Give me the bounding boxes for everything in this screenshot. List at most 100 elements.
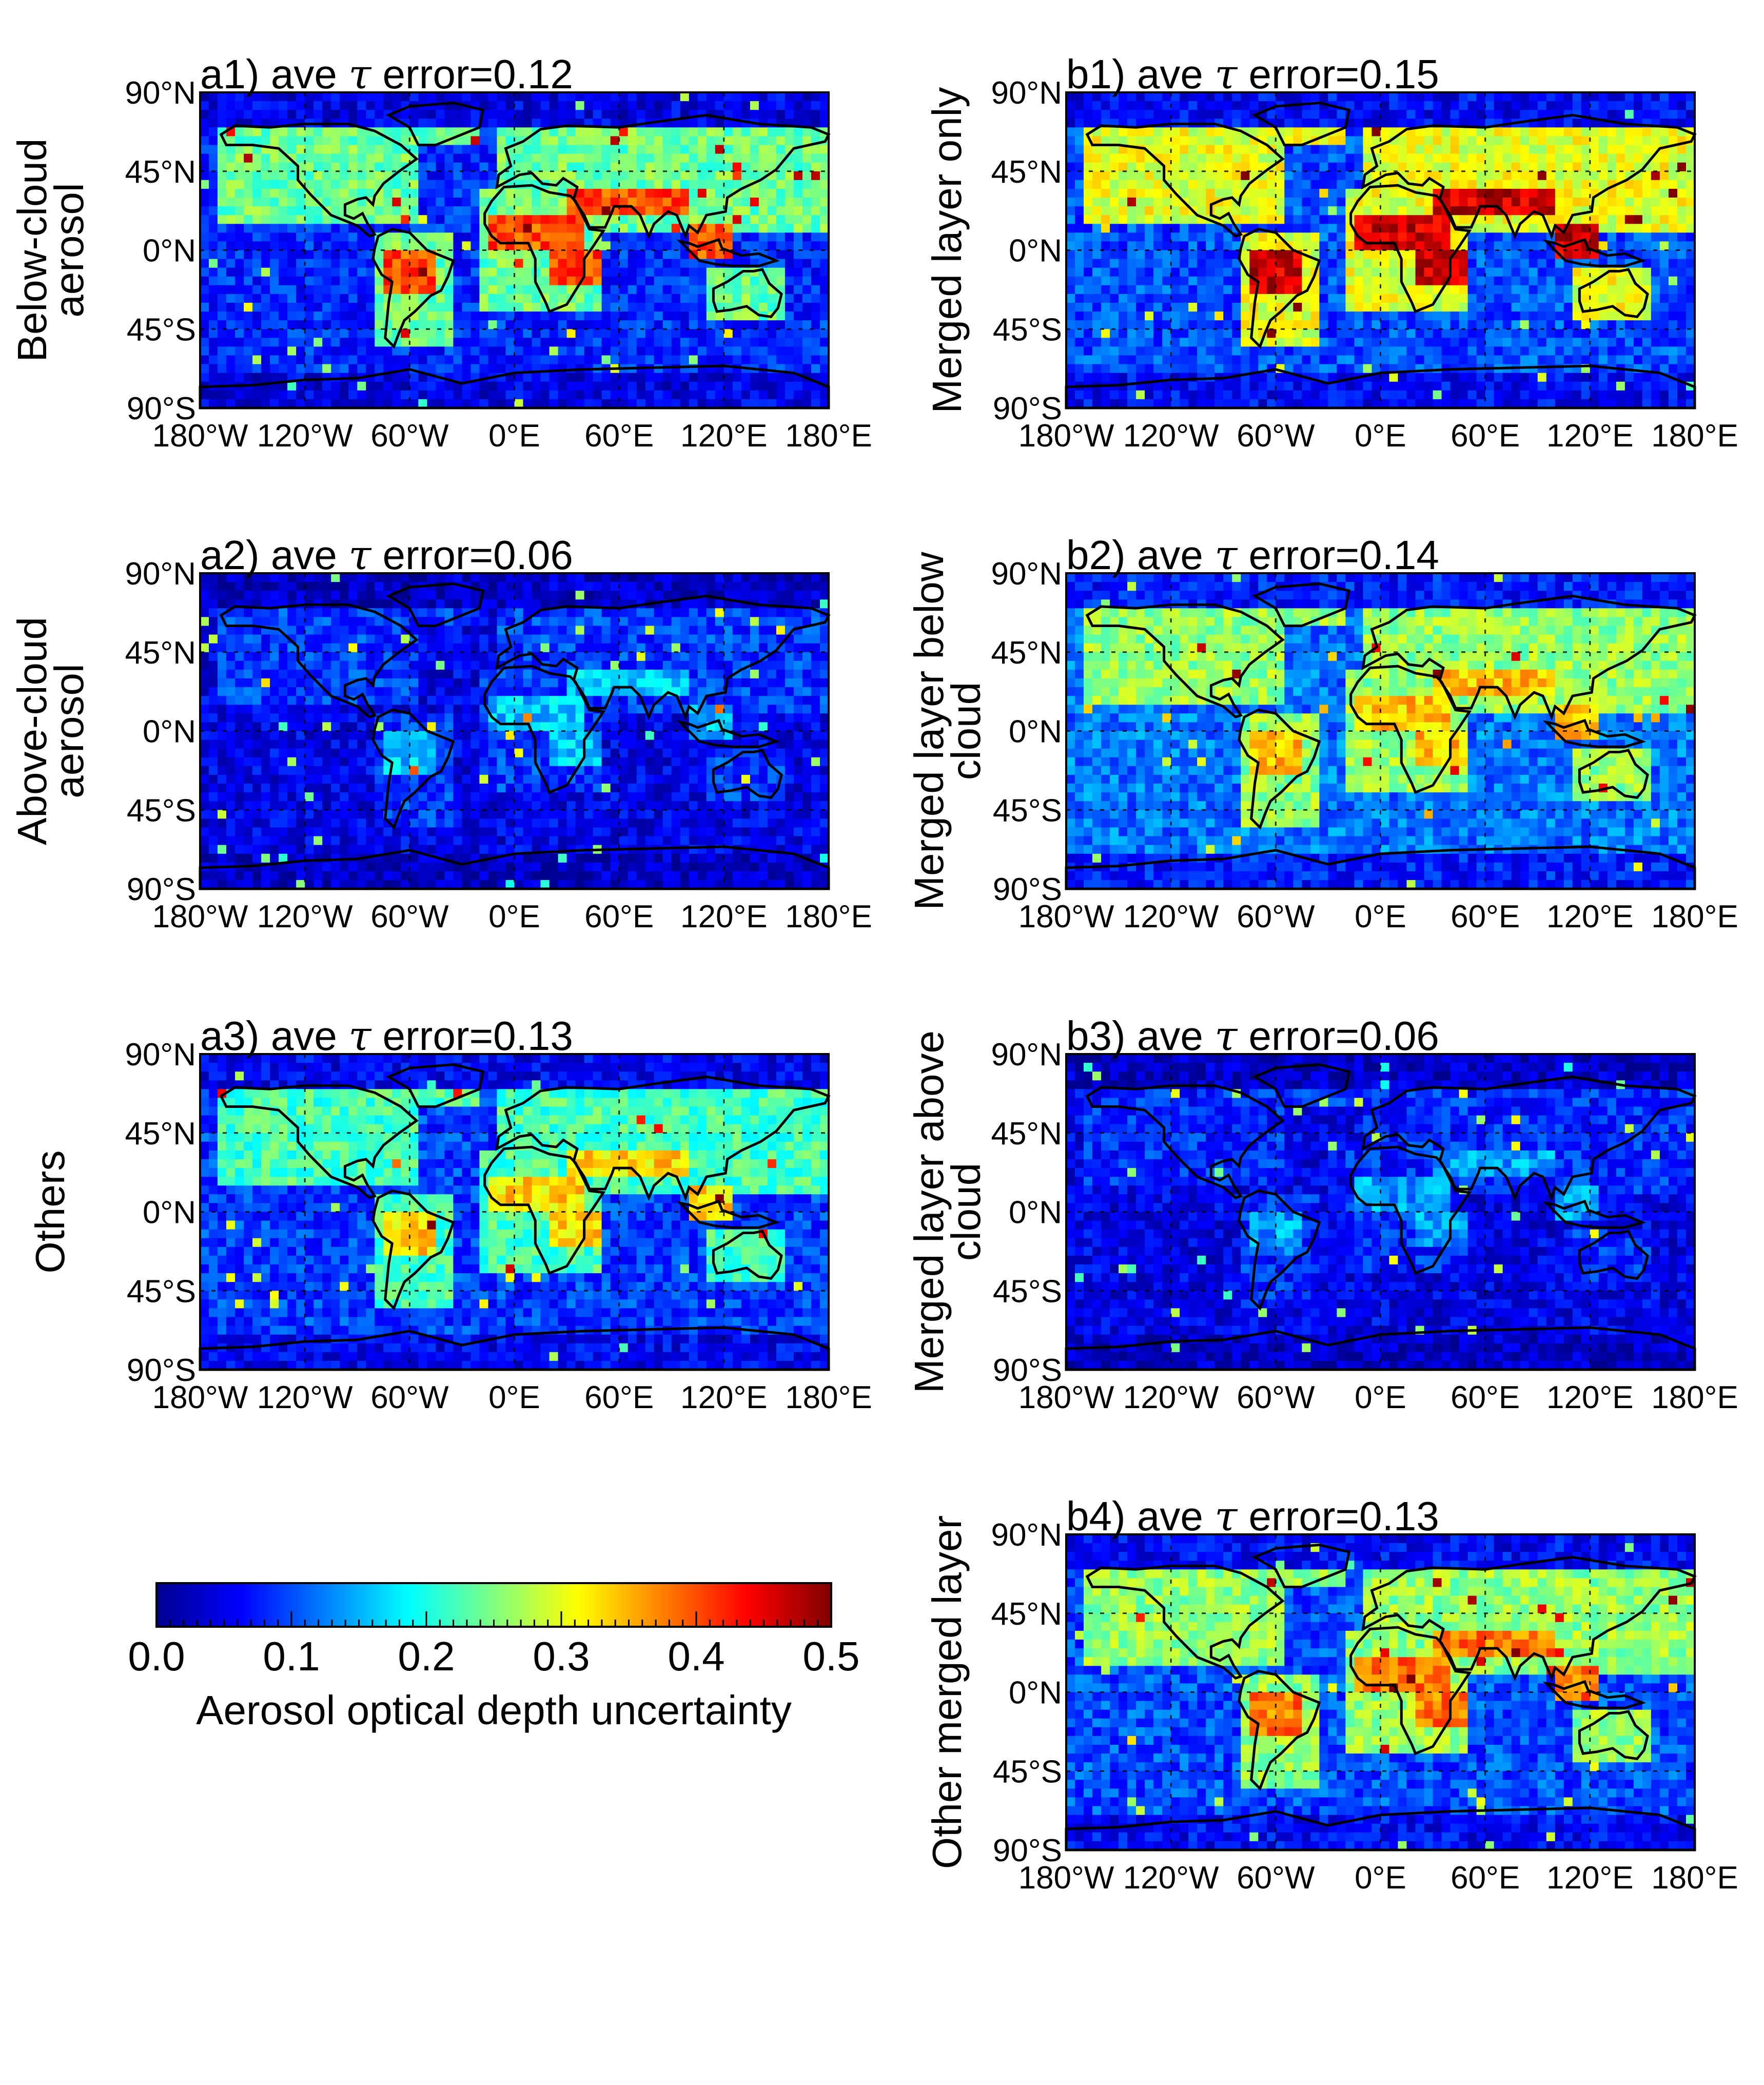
heatmap-cell (662, 294, 672, 303)
heatmap-cell (706, 836, 716, 846)
heatmap-cell (628, 757, 637, 767)
heatmap-cell (427, 757, 436, 767)
heatmap-cell (287, 652, 297, 661)
heatmap-cell (471, 617, 480, 627)
heatmap-cell (636, 355, 646, 365)
heatmap-cell (261, 373, 270, 382)
heatmap-cell (226, 705, 236, 714)
heatmap-cell (427, 608, 436, 617)
heatmap-cell (645, 819, 655, 828)
heatmap-cell (645, 626, 655, 635)
heatmap-cell (610, 215, 620, 224)
heatmap-cell (628, 101, 637, 110)
heatmap-cell (671, 399, 681, 408)
heatmap-cell (601, 198, 611, 207)
heatmap-cell (549, 766, 559, 775)
heatmap-cell (767, 634, 777, 644)
heatmap-cell (244, 678, 253, 688)
heatmap-cell (444, 626, 454, 635)
heatmap-cell (671, 617, 681, 627)
heatmap-cell (296, 232, 305, 242)
heatmap-cell (279, 739, 288, 749)
heatmap-cell (279, 171, 288, 181)
heatmap-cell (601, 381, 611, 391)
heatmap-cell (750, 399, 759, 408)
heatmap-cell (732, 198, 742, 207)
heatmap-cell (235, 678, 244, 688)
heatmap-cell (732, 819, 742, 828)
heatmap-cell (820, 110, 829, 119)
heatmap-cell (366, 643, 375, 653)
heatmap-cell (785, 224, 794, 233)
heatmap-cell (505, 819, 515, 828)
heatmap-cell (601, 232, 611, 242)
heatmap-cell (601, 127, 611, 137)
heatmap-cell (218, 669, 227, 679)
heatmap-cell (680, 801, 690, 810)
heatmap-cell (279, 643, 288, 653)
heatmap-cell (287, 845, 297, 854)
heatmap-cell (357, 845, 366, 854)
heatmap-cell (313, 188, 323, 198)
heatmap-cell (741, 591, 751, 600)
heatmap-cell (287, 276, 297, 286)
heatmap-cell (479, 669, 488, 679)
heatmap-cell (226, 810, 236, 819)
heatmap-cell (270, 188, 279, 198)
heatmap-cell (226, 766, 236, 775)
heatmap-cell (532, 591, 541, 600)
heatmap-cell (540, 713, 550, 723)
heatmap-cell (723, 810, 733, 819)
heatmap-cell (566, 810, 576, 819)
heatmap-cell (680, 731, 690, 741)
heatmap-cell (348, 801, 358, 810)
heatmap-cell (732, 215, 742, 224)
heatmap-cell (802, 250, 812, 260)
heatmap-cell (444, 810, 454, 819)
heatmap-cell (680, 381, 690, 391)
heatmap-cell (348, 722, 358, 732)
heatmap-cell (331, 845, 340, 854)
heatmap-cell (584, 853, 594, 863)
heatmap-cell (619, 792, 629, 802)
heatmap-cell (322, 634, 331, 644)
heatmap-cell (514, 669, 524, 679)
heatmap-cell (776, 188, 786, 198)
heatmap-cell (313, 774, 323, 784)
heatmap-cell (758, 573, 768, 582)
heatmap-cell (392, 232, 401, 242)
heatmap-cell (340, 399, 349, 408)
heatmap-cell (200, 145, 209, 154)
heatmap-cell (811, 188, 820, 198)
heatmap-cell (706, 329, 716, 338)
heatmap-cell (593, 643, 602, 653)
heatmap-cell (462, 757, 471, 767)
heatmap-cell (723, 722, 733, 732)
heatmap-cell (776, 582, 786, 591)
heatmap-cell (235, 608, 244, 617)
heatmap-cell (226, 145, 236, 154)
heatmap-cell (392, 145, 401, 154)
heatmap-cell (340, 224, 349, 233)
heatmap-cell (340, 294, 349, 303)
heatmap-cell (706, 215, 716, 224)
heatmap-cell (444, 399, 454, 408)
heatmap-cell (479, 285, 488, 295)
heatmap-cell (200, 198, 209, 207)
heatmap-cell (654, 652, 663, 661)
heatmap-cell (436, 294, 445, 303)
heatmap-cell (383, 643, 393, 653)
heatmap-cell (270, 617, 279, 627)
heatmap-cell (601, 626, 611, 635)
heatmap-cell (322, 320, 331, 329)
heatmap-cell (549, 276, 559, 286)
heatmap-cell (785, 101, 794, 110)
heatmap-cell (436, 188, 445, 198)
heatmap-cell (715, 731, 724, 741)
heatmap-cell (767, 267, 777, 277)
heatmap-cell (401, 634, 410, 644)
heatmap-cell (549, 626, 559, 635)
heatmap-cell (619, 722, 629, 732)
heatmap-cell (436, 784, 445, 793)
heatmap-cell (558, 617, 567, 627)
